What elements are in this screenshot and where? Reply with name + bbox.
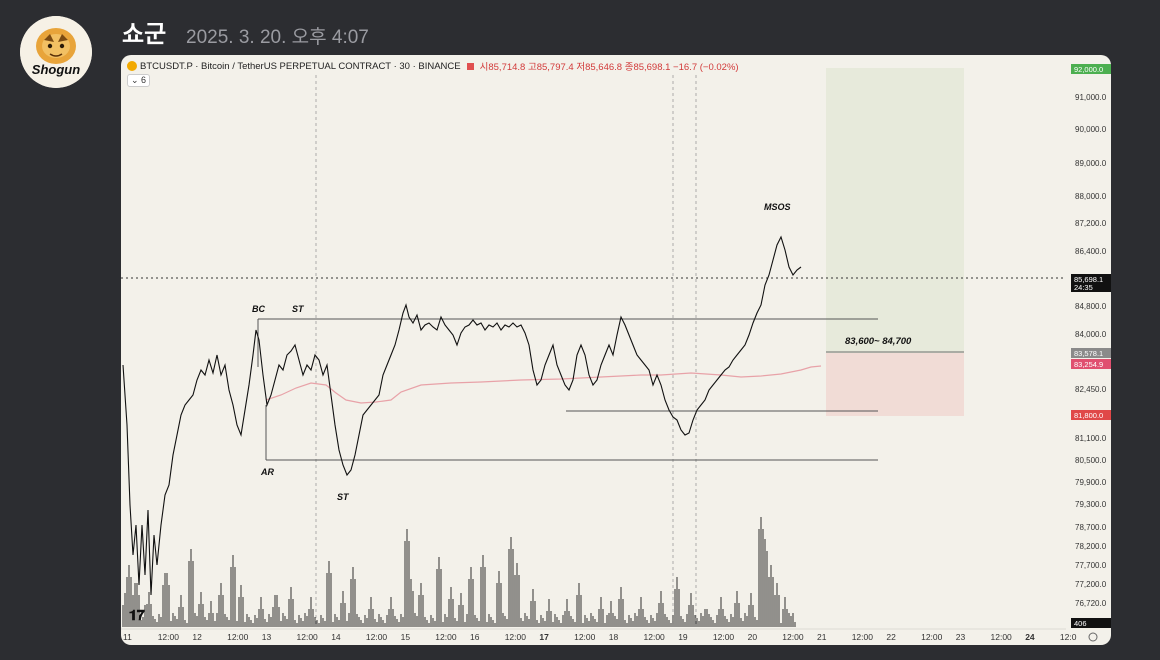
x-tick-label: 12:0 xyxy=(1060,632,1077,642)
tradingview-logo-icon: 𝟏𝟕 xyxy=(129,607,145,623)
x-tick-label: 12:00 xyxy=(991,632,1013,642)
y-tick-label: 81,100.0 xyxy=(1075,434,1107,443)
x-tick-label: 17 xyxy=(539,632,549,642)
x-tick-label: 22 xyxy=(886,632,896,642)
bitcoin-icon xyxy=(127,61,137,71)
price-tag xyxy=(1071,359,1111,369)
annotation-entry-zone: 83,600~ 84,700 xyxy=(845,336,912,347)
y-tick-label: 80,500.0 xyxy=(1075,456,1107,465)
annotation-st: ST xyxy=(292,304,305,314)
x-tick-label: 24 xyxy=(1025,632,1035,642)
settings-icon[interactable] xyxy=(1088,632,1098,642)
y-tick-label: 79,300.0 xyxy=(1075,500,1107,509)
x-tick-label: 12:00 xyxy=(852,632,874,642)
annotation-st-low: ST xyxy=(337,492,350,502)
x-tick-label: 12:00 xyxy=(921,632,943,642)
price-tag-label: 83,578.1 xyxy=(1074,349,1103,358)
message-timestamp: 2025. 3. 20. 오후 4:07 xyxy=(186,27,369,48)
x-tick-label: 12:00 xyxy=(782,632,804,642)
stop-zone xyxy=(826,353,964,416)
price-tag-label: 83,254.9 xyxy=(1074,360,1103,369)
symbol-label[interactable]: BTCUSDT.P · Bitcoin / TetherUS PERPETUAL… xyxy=(140,60,461,72)
price-line xyxy=(122,235,802,596)
x-tick-label: 19 xyxy=(678,632,688,642)
x-tick-label: 14 xyxy=(331,632,341,642)
price-tag-label: 85,698.1 xyxy=(1074,275,1103,284)
x-tick-label: 21 xyxy=(817,632,827,642)
price-tag-label: 92,000.0 xyxy=(1074,65,1103,74)
x-tick-label: 13 xyxy=(262,632,272,642)
y-tick-label: 77,200.0 xyxy=(1075,580,1107,589)
x-tick-label: 12:00 xyxy=(366,632,388,642)
price-tag-label: 406 xyxy=(1074,619,1087,628)
moving-average-line xyxy=(265,365,822,404)
y-tick-label: 84,800.0 xyxy=(1075,302,1107,311)
x-tick-label: 12:00 xyxy=(713,632,735,642)
price-tag xyxy=(1071,64,1111,74)
y-tick-label: 78,700.0 xyxy=(1075,523,1107,532)
x-tick-label: 11 xyxy=(123,632,132,642)
x-tick-label: 23 xyxy=(956,632,966,642)
indicator-toggle[interactable]: ⌄ 6 xyxy=(127,74,151,87)
x-tick-label: 12:00 xyxy=(574,632,596,642)
y-axis: 91,000.0 90,000.0 89,000.0 88,000.0 87,200.0… xyxy=(1075,93,1107,608)
x-tick-label: 12 xyxy=(192,632,202,642)
chart-header: BTCUSDT.P · Bitcoin / TetherUS PERPETUAL… xyxy=(127,59,739,73)
annotation-ar: AR xyxy=(260,467,274,477)
y-tick-label: 89,000.0 xyxy=(1075,159,1107,168)
svg-text:Shogun: Shogun xyxy=(32,62,80,77)
avatar[interactable]: Shogun xyxy=(20,16,92,88)
y-tick-label: 88,000.0 xyxy=(1075,192,1107,201)
price-tag-label: 81,800.0 xyxy=(1074,411,1103,420)
x-tick-label: 12:00 xyxy=(227,632,249,642)
y-tick-label: 86,400.0 xyxy=(1075,247,1107,256)
volume-bars xyxy=(122,517,796,627)
target-zone xyxy=(826,68,964,353)
indicator-count: 6 xyxy=(141,75,147,85)
price-tag xyxy=(1071,618,1111,628)
price-tags: 92,000.0 85,698.124:35 83,578.1 83,254.9 81,… xyxy=(1071,64,1111,628)
price-tag xyxy=(1071,274,1111,292)
price-tag-countdown: 24:35 xyxy=(1074,283,1093,292)
x-tick-label: 16 xyxy=(470,632,480,642)
username[interactable]: 쇼군 xyxy=(122,21,167,48)
x-tick-label: 18 xyxy=(609,632,619,642)
annotation-msos: MSOS xyxy=(764,202,791,212)
ohlc-values: 시85,714.8 고85,797.4 저85,646.8 종85,698.1 … xyxy=(479,62,739,73)
x-tick-label: 12:00 xyxy=(158,632,180,642)
y-tick-label: 91,000.0 xyxy=(1075,93,1107,102)
price-tag xyxy=(1071,410,1111,420)
shogun-logo-icon: Shogun xyxy=(20,16,92,88)
x-axis: 11 12:00 12 12:00 13 12:00 14 12:00 15 12:00 16 12:… xyxy=(123,632,1077,642)
price-tag xyxy=(1071,348,1111,358)
annotation-bc: BC xyxy=(252,304,265,314)
flag-icon xyxy=(466,62,474,70)
y-tick-label: 82,450.0 xyxy=(1075,385,1107,394)
y-tick-label: 76,720.0 xyxy=(1075,599,1107,608)
y-tick-label: 78,200.0 xyxy=(1075,542,1107,551)
x-tick-label: 12:00 xyxy=(505,632,527,642)
y-tick-label: 90,000.0 xyxy=(1075,125,1107,134)
y-tick-label: 87,200.0 xyxy=(1075,219,1107,228)
y-tick-label: 79,900.0 xyxy=(1075,478,1107,487)
y-tick-label: 77,700.0 xyxy=(1075,561,1107,570)
x-tick-label: 20 xyxy=(748,632,758,642)
x-tick-label: 12:00 xyxy=(435,632,457,642)
x-tick-label: 12:00 xyxy=(644,632,666,642)
y-tick-label: 84,000.0 xyxy=(1075,330,1107,339)
price-chart: BC ST AR ST MSOS 83,600~ 84,700 91,000.0… xyxy=(121,64,1111,642)
chart-image[interactable]: BC ST AR ST MSOS 83,600~ 84,700 91,000.0… xyxy=(121,55,1111,645)
x-tick-label: 15 xyxy=(401,632,411,642)
x-tick-label: 12:00 xyxy=(297,632,319,642)
